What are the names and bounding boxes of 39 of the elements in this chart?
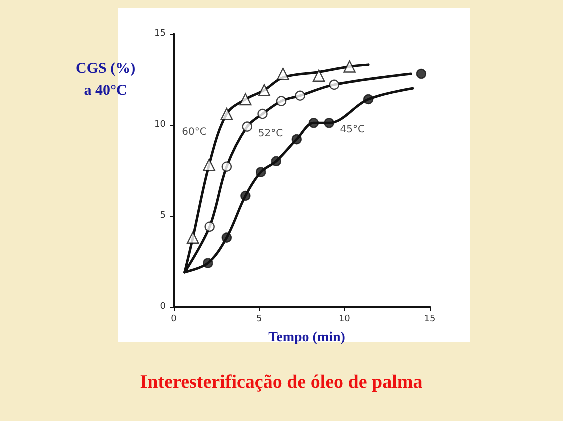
point bbox=[204, 222, 215, 232]
point bbox=[363, 94, 374, 105]
x-axis-title: Tempo (min) bbox=[268, 330, 346, 346]
point bbox=[222, 162, 232, 172]
annotation: 60°C bbox=[182, 126, 207, 138]
point bbox=[292, 134, 302, 145]
point bbox=[256, 167, 266, 178]
point bbox=[203, 258, 214, 268]
point bbox=[312, 70, 326, 82]
annotation: 45°C bbox=[340, 124, 366, 136]
point bbox=[240, 93, 252, 106]
point bbox=[258, 84, 271, 97]
point bbox=[308, 118, 320, 128]
point bbox=[242, 122, 252, 132]
y-tick-label: 5 bbox=[160, 211, 166, 221]
point bbox=[344, 60, 356, 73]
y-tick-label: 10 bbox=[154, 120, 166, 130]
point bbox=[276, 96, 287, 106]
point bbox=[271, 156, 282, 166]
point bbox=[329, 80, 340, 90]
point bbox=[240, 190, 251, 202]
point bbox=[324, 118, 334, 128]
point bbox=[416, 68, 427, 80]
point bbox=[258, 108, 268, 120]
point bbox=[187, 232, 200, 244]
x-tick-label: 5 bbox=[256, 314, 262, 324]
point bbox=[203, 158, 216, 172]
point bbox=[222, 232, 232, 243]
y-tick-label: 15 bbox=[154, 29, 166, 39]
x-tick-label: 10 bbox=[338, 314, 351, 324]
y-axis-title: CGS (%) a 40°C bbox=[76, 61, 136, 99]
x-tick-label: 0 bbox=[171, 314, 178, 324]
annotation: 52°C bbox=[258, 128, 284, 140]
y-tick-label: 0 bbox=[160, 302, 166, 312]
x-tick-label: 15 bbox=[424, 314, 436, 324]
point bbox=[295, 90, 306, 101]
text: Interesterificação de óleo de palma bbox=[140, 372, 424, 393]
point bbox=[220, 108, 234, 120]
point bbox=[277, 68, 290, 80]
